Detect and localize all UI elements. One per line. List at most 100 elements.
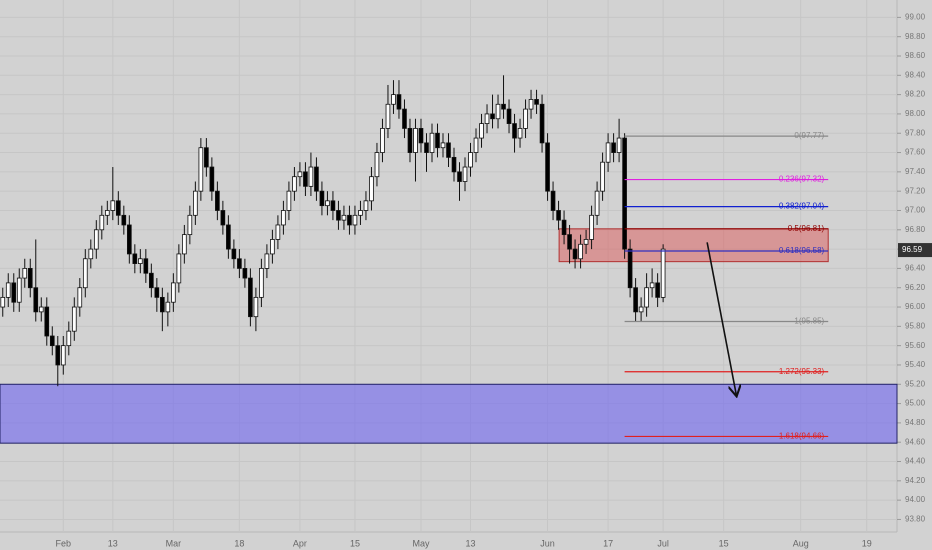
fib-label: 0.5(96.81)	[788, 224, 825, 233]
candle-body	[495, 103, 501, 120]
candle-body	[385, 103, 391, 129]
arrow	[706, 242, 736, 395]
candle-body	[308, 166, 314, 187]
candle-body	[506, 108, 512, 124]
candle-body	[473, 137, 479, 153]
candle-body	[594, 190, 600, 216]
candle-body	[270, 239, 275, 255]
candle-body	[237, 258, 242, 269]
candle-body	[578, 243, 583, 260]
candle-body	[567, 234, 572, 250]
candle-body	[380, 128, 385, 153]
y-tick-label: 94.00	[905, 495, 926, 504]
candle-body	[55, 345, 61, 366]
y-tick-label: 93.80	[905, 515, 926, 524]
candle-body	[171, 282, 176, 303]
y-tick-label: 96.40	[905, 264, 926, 273]
x-tick-label: Feb	[56, 538, 72, 548]
candle-body	[77, 287, 83, 308]
x-tick-label: 18	[234, 538, 244, 548]
candle-body	[457, 171, 462, 182]
candle-body	[71, 306, 77, 332]
candle-body	[627, 248, 633, 289]
candle-body	[248, 277, 253, 318]
candle-body	[545, 142, 550, 192]
candle-body	[231, 248, 237, 260]
candle-body	[655, 282, 660, 298]
zone	[0, 383, 898, 444]
candle-body	[242, 268, 248, 279]
x-tick-label: Mar	[166, 538, 182, 548]
candle-body	[99, 214, 105, 231]
candle-body	[115, 200, 121, 216]
candle-body	[253, 296, 259, 318]
candle-body	[198, 147, 204, 192]
candle-body	[275, 224, 281, 240]
y-tick-label: 98.40	[905, 70, 926, 79]
candle-body	[88, 248, 94, 260]
candle-body	[341, 214, 347, 221]
candle-body	[121, 214, 127, 226]
fib-label: 1(95.85)	[794, 317, 824, 326]
y-tick-label: 97.20	[905, 186, 926, 195]
candle-body	[550, 190, 556, 211]
candle-body	[523, 108, 528, 129]
x-tick-label: 13	[108, 538, 118, 548]
x-tick-label: Apr	[293, 538, 307, 548]
fib-label: 1.618(94.66)	[779, 432, 825, 441]
candle-body	[5, 282, 11, 298]
candle-body	[149, 272, 154, 289]
fib-label: 0.236(97.32)	[779, 175, 825, 184]
y-tick-label: 98.00	[905, 109, 926, 118]
candle-body	[462, 166, 468, 182]
candle-body	[16, 277, 22, 303]
candle-body	[160, 296, 165, 313]
candle-body	[391, 94, 396, 105]
candle-body	[220, 210, 226, 226]
candle-body	[66, 330, 72, 347]
candle-body	[638, 306, 644, 313]
candle-body	[363, 200, 369, 211]
candle-body	[589, 214, 594, 240]
candle-body	[429, 132, 435, 153]
candle-body	[33, 287, 39, 313]
candle-body	[204, 147, 209, 168]
candle-body	[424, 142, 429, 153]
x-tick-label: Jul	[657, 538, 669, 548]
last-price-label: 96.59	[902, 245, 923, 254]
candle-body	[303, 171, 308, 187]
candle-body	[60, 345, 66, 366]
candle-body	[605, 142, 611, 163]
candle-body	[286, 190, 292, 211]
candle-body	[209, 166, 215, 192]
y-tick-label: 97.00	[905, 206, 926, 215]
y-tick-label: 94.80	[905, 418, 926, 427]
y-tick-label: 94.20	[905, 476, 926, 485]
candle-body	[187, 214, 193, 236]
y-tick-label: 97.60	[905, 148, 926, 157]
x-tick-label: 13	[466, 538, 476, 548]
candle-body	[165, 301, 171, 313]
candle-body	[314, 166, 319, 192]
candle-body	[649, 282, 655, 289]
candle-body	[336, 210, 341, 221]
candle-body	[440, 142, 446, 149]
y-tick-label: 95.80	[905, 321, 926, 330]
x-tick-label: Jun	[540, 538, 555, 548]
candle-body	[176, 253, 182, 284]
candle-body	[435, 132, 440, 149]
candle-body	[633, 287, 638, 313]
candle-body	[182, 234, 187, 255]
last-price-tag	[898, 243, 932, 258]
candle-body	[193, 190, 198, 216]
y-tick-label: 97.40	[905, 167, 926, 176]
zone	[558, 228, 829, 263]
candle-body	[402, 108, 407, 129]
candle-body	[616, 137, 622, 153]
candle-body	[143, 258, 149, 274]
y-tick-label: 95.00	[905, 399, 926, 408]
candle-body	[572, 248, 578, 260]
candle-body	[11, 282, 17, 303]
candle-body	[132, 253, 138, 264]
